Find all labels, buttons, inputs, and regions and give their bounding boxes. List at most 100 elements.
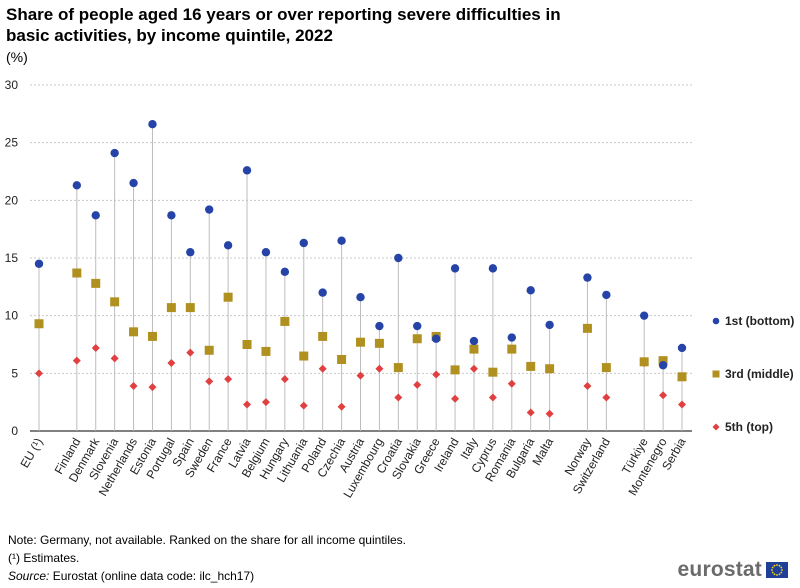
source-text: Eurostat (online data code: ilc_hch17) [49, 569, 255, 583]
data-point-middle [526, 361, 536, 371]
data-point-middle [110, 297, 120, 307]
data-point-bottom [280, 267, 290, 277]
data-point-bottom [337, 236, 346, 245]
data-point-bottom [375, 321, 384, 331]
data-point-bottom [242, 166, 252, 175]
y-tick-label: 25 [5, 136, 19, 150]
data-point-bottom [394, 253, 403, 263]
data-point-middle [34, 319, 44, 329]
data-point-top [299, 401, 308, 410]
data-point-top [659, 391, 668, 400]
data-point-bottom [205, 205, 214, 214]
data-point-bottom [526, 286, 535, 295]
y-tick-label: 15 [5, 251, 19, 265]
legend-label: 1st (bottom) [725, 314, 794, 328]
data-point-middle [356, 337, 365, 347]
data-point-top [602, 393, 611, 402]
data-point-middle [242, 340, 252, 349]
data-point-bottom [450, 264, 460, 273]
data-point-middle [677, 372, 687, 382]
y-tick-label: 0 [11, 424, 18, 438]
data-point-middle [204, 345, 214, 355]
data-point-top [72, 356, 81, 365]
data-point-middle [299, 351, 309, 361]
eurostat-logo: eurostat [678, 558, 788, 582]
legend-marker [712, 370, 720, 378]
data-point-top [318, 364, 327, 373]
data-point-middle [412, 334, 422, 344]
data-point-middle [582, 323, 592, 333]
data-point-bottom [223, 241, 233, 250]
data-point-middle [318, 331, 328, 341]
data-point-top [148, 383, 157, 392]
data-point-bottom [91, 211, 100, 220]
x-tick-label: EU (¹) [17, 436, 45, 471]
data-point-bottom [148, 120, 157, 129]
eurostat-logo-text: eurostat [677, 558, 762, 581]
eu-flag-icon [766, 562, 788, 578]
data-point-bottom [299, 238, 308, 248]
y-tick-label: 30 [5, 78, 19, 92]
data-point-bottom [34, 259, 44, 268]
data-point-top [488, 393, 497, 402]
data-point-middle [147, 331, 157, 341]
data-point-top [337, 402, 346, 411]
data-point-top [110, 354, 119, 363]
y-tick-label: 5 [11, 366, 18, 380]
data-point-middle [488, 367, 498, 377]
data-point-middle [393, 363, 403, 373]
data-point-middle [507, 344, 517, 354]
data-point-top [545, 409, 554, 418]
data-point-bottom [658, 361, 668, 370]
y-axis-unit: (%) [6, 49, 28, 65]
source-note: Source: Eurostat (online data code: ilc_… [8, 569, 254, 583]
data-point-middle [450, 365, 460, 375]
data-point-bottom [167, 211, 176, 220]
data-point-top [507, 379, 516, 388]
data-point-top [91, 343, 100, 352]
data-point-middle [601, 363, 611, 373]
data-point-top [243, 400, 252, 409]
source-label: Source: [8, 569, 50, 583]
data-point-top [451, 394, 460, 403]
data-point-middle [91, 278, 101, 288]
data-point-top [205, 377, 214, 386]
y-tick-label: 20 [5, 193, 19, 207]
data-point-middle [337, 354, 347, 364]
data-point-middle [185, 303, 195, 313]
legend-marker [712, 423, 720, 431]
chart-note: Note: Germany, not available. Ranked on … [8, 533, 406, 547]
data-point-top [526, 408, 535, 417]
data-point-bottom [72, 181, 82, 190]
data-point-middle [129, 327, 139, 337]
data-point-bottom [507, 333, 516, 342]
data-point-bottom [545, 320, 554, 330]
data-point-top [186, 348, 195, 357]
x-tick-label: Malta [529, 435, 556, 468]
data-point-middle [658, 356, 668, 366]
data-point-top [583, 382, 592, 391]
data-point-top [280, 375, 289, 384]
data-point-middle [469, 344, 479, 354]
data-point-top [224, 375, 233, 384]
data-point-top [375, 364, 384, 373]
data-point-bottom [261, 248, 271, 257]
data-point-bottom [186, 248, 195, 257]
legend-marker [712, 317, 720, 325]
data-point-top [432, 370, 441, 379]
data-point-bottom [488, 264, 498, 273]
data-point-middle [374, 338, 384, 348]
y-tick-label: 10 [5, 309, 19, 323]
data-point-bottom [431, 334, 441, 343]
chart-title: Share of people aged 16 years or over re… [6, 5, 561, 45]
data-point-middle [261, 346, 271, 356]
data-point-top [35, 369, 43, 378]
data-point-bottom [110, 148, 119, 158]
data-point-bottom [639, 311, 649, 320]
data-point-bottom [356, 293, 365, 302]
data-point-bottom [602, 290, 611, 300]
data-point-bottom [318, 288, 327, 297]
data-point-bottom [469, 336, 479, 346]
legend-label: 5th (top) [725, 420, 773, 434]
